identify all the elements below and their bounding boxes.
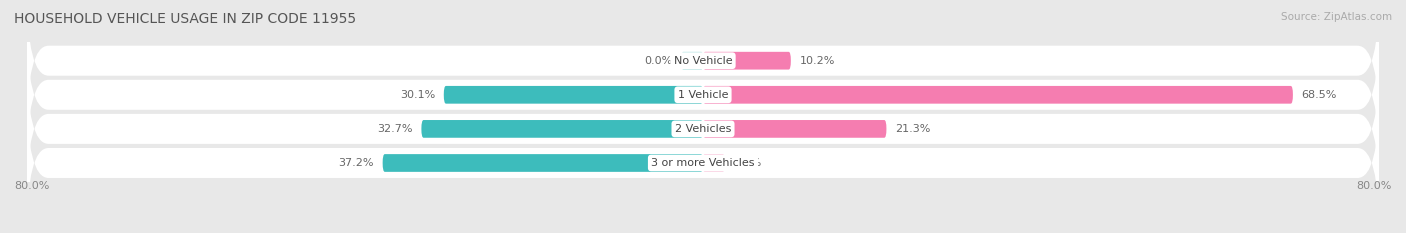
Text: 37.2%: 37.2% (339, 158, 374, 168)
Text: 68.5%: 68.5% (1302, 90, 1337, 100)
FancyBboxPatch shape (703, 52, 790, 70)
Text: 0.0%: 0.0% (644, 56, 673, 66)
Text: 80.0%: 80.0% (1357, 181, 1392, 191)
Text: 32.7%: 32.7% (377, 124, 413, 134)
FancyBboxPatch shape (703, 86, 1294, 104)
Text: 10.2%: 10.2% (800, 56, 835, 66)
FancyBboxPatch shape (703, 120, 886, 138)
FancyBboxPatch shape (27, 59, 1379, 199)
FancyBboxPatch shape (422, 120, 703, 138)
Text: No Vehicle: No Vehicle (673, 56, 733, 66)
FancyBboxPatch shape (27, 24, 1379, 165)
Text: 1 Vehicle: 1 Vehicle (678, 90, 728, 100)
FancyBboxPatch shape (27, 93, 1379, 233)
Text: 0.0%: 0.0% (733, 158, 762, 168)
FancyBboxPatch shape (382, 154, 703, 172)
Text: 2 Vehicles: 2 Vehicles (675, 124, 731, 134)
Text: 30.1%: 30.1% (399, 90, 436, 100)
FancyBboxPatch shape (703, 154, 724, 172)
FancyBboxPatch shape (682, 52, 703, 70)
FancyBboxPatch shape (444, 86, 703, 104)
Text: HOUSEHOLD VEHICLE USAGE IN ZIP CODE 11955: HOUSEHOLD VEHICLE USAGE IN ZIP CODE 1195… (14, 12, 356, 26)
Text: Source: ZipAtlas.com: Source: ZipAtlas.com (1281, 12, 1392, 22)
Text: 3 or more Vehicles: 3 or more Vehicles (651, 158, 755, 168)
FancyBboxPatch shape (27, 0, 1379, 131)
Text: 21.3%: 21.3% (896, 124, 931, 134)
Text: 80.0%: 80.0% (14, 181, 49, 191)
